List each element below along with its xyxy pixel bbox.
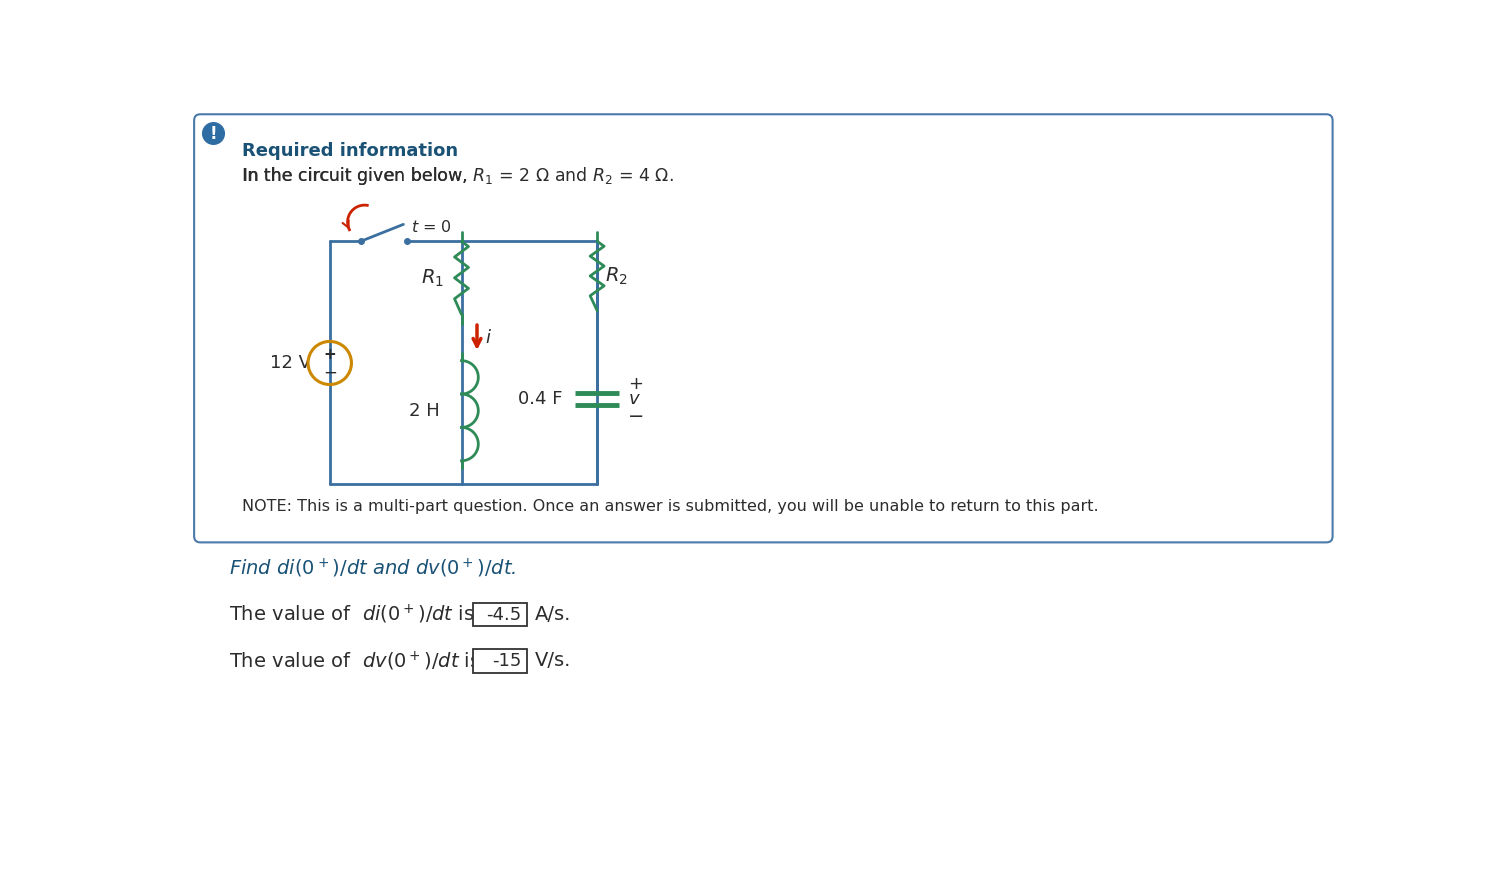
Text: !: ! [210,124,218,142]
FancyBboxPatch shape [473,603,528,626]
Text: -4.5: -4.5 [486,606,522,623]
Text: The value of  $di(0^+)/dt$ is: The value of $di(0^+)/dt$ is [230,603,474,626]
Text: −: − [628,407,644,425]
Text: The value of  $dv(0^+)/dt$ is: The value of $dv(0^+)/dt$ is [230,649,480,672]
Text: +: + [628,375,643,392]
Text: Find $di(0^+)/dt$ and $dv(0^+)/dt$.: Find $di(0^+)/dt$ and $dv(0^+)/dt$. [230,557,516,580]
Text: $v$: $v$ [628,390,641,408]
Text: In the circuit given below, $R_1$ = 2 $\Omega$ and $R_2$ = 4 $\Omega$.: In the circuit given below, $R_1$ = 2 $\… [242,165,674,186]
Text: $t$ = 0: $t$ = 0 [412,219,452,235]
Text: In the circuit given below,: In the circuit given below, [242,167,474,185]
Text: NOTE: This is a multi-part question. Once an answer is submitted, you will be un: NOTE: This is a multi-part question. Onc… [242,499,1099,514]
Circle shape [203,123,224,144]
Text: $i$: $i$ [485,329,492,346]
Text: -15: -15 [492,652,522,670]
Text: Required information: Required information [242,142,458,160]
FancyBboxPatch shape [473,649,528,672]
Text: V/s.: V/s. [535,652,571,670]
Text: 2 H: 2 H [409,401,440,420]
FancyBboxPatch shape [194,115,1333,543]
Text: +: + [324,347,335,362]
Text: 0.4 F: 0.4 F [517,390,562,408]
Text: A/s.: A/s. [535,606,571,624]
Text: −: − [324,363,337,381]
Text: $R_1$: $R_1$ [420,267,443,289]
Text: 12 V: 12 V [270,354,312,372]
Text: $R_2$: $R_2$ [605,266,628,287]
